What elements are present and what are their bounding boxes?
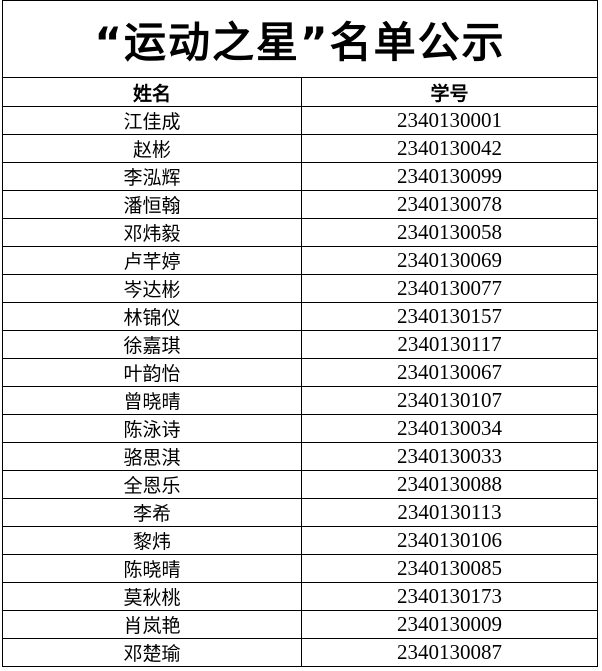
student-id: 2340130009 <box>301 610 598 639</box>
student-id: 2340130001 <box>301 106 598 135</box>
student-name: 岑达彬 <box>2 274 302 303</box>
student-id: 2340130088 <box>301 470 598 499</box>
table-row: 陈泳诗 2340130034 <box>2 414 598 443</box>
table-row: 岑达彬 2340130077 <box>2 274 598 303</box>
student-name: 肖岚艳 <box>2 610 302 639</box>
table-row: 卢芊婷 2340130069 <box>2 246 598 275</box>
student-name: 邓楚瑜 <box>2 638 302 667</box>
student-name: 陈晓晴 <box>2 554 302 583</box>
table-row: 全恩乐 2340130088 <box>2 470 598 499</box>
student-name: 江佳成 <box>2 106 302 135</box>
student-name: 卢芊婷 <box>2 246 302 275</box>
student-id: 2340130033 <box>301 442 598 471</box>
table-row: 李希 2340130113 <box>2 498 598 527</box>
student-id: 2340130117 <box>301 330 598 359</box>
student-id: 2340130087 <box>301 638 598 667</box>
student-name: 骆思淇 <box>2 442 302 471</box>
student-name: 全恩乐 <box>2 470 302 499</box>
student-id: 2340130106 <box>301 526 598 555</box>
header-name: 姓名 <box>2 77 302 107</box>
student-name: 林锦仪 <box>2 302 302 331</box>
table-row: 邓炜毅 2340130058 <box>2 218 598 247</box>
table-row: 李泓辉 2340130099 <box>2 162 598 191</box>
table-row: 徐嘉琪 2340130117 <box>2 330 598 359</box>
table-row: 潘恒翰 2340130078 <box>2 190 598 219</box>
page-title: “运动之星”名单公示 <box>2 0 598 78</box>
student-name: 李泓辉 <box>2 162 302 191</box>
table-row: 陈晓晴 2340130085 <box>2 554 598 583</box>
table-row: 骆思淇 2340130033 <box>2 442 598 471</box>
table-row: 肖岚艳 2340130009 <box>2 610 598 639</box>
header-row: 姓名 学号 <box>2 77 598 107</box>
student-id: 2340130113 <box>301 498 598 527</box>
table-row: 莫秋桃 2340130173 <box>2 582 598 611</box>
student-name: 陈泳诗 <box>2 414 302 443</box>
student-id: 2340130085 <box>301 554 598 583</box>
student-name: 叶韵怡 <box>2 358 302 387</box>
table-row: 赵彬 2340130042 <box>2 134 598 163</box>
table-row: 叶韵怡 2340130067 <box>2 358 598 387</box>
student-id: 2340130078 <box>301 190 598 219</box>
table-row: 邓楚瑜 2340130087 <box>2 638 598 667</box>
student-id: 2340130042 <box>301 134 598 163</box>
student-id: 2340130157 <box>301 302 598 331</box>
table-row: 江佳成 2340130001 <box>2 106 598 135</box>
student-name: 黎炜 <box>2 526 302 555</box>
title-row: “运动之星”名单公示 <box>2 0 598 78</box>
student-name: 李希 <box>2 498 302 527</box>
student-name: 曾晓晴 <box>2 386 302 415</box>
student-id: 2340130077 <box>301 274 598 303</box>
student-id: 2340130067 <box>301 358 598 387</box>
table-row: 林锦仪 2340130157 <box>2 302 598 331</box>
student-id: 2340130107 <box>301 386 598 415</box>
student-name: 莫秋桃 <box>2 582 302 611</box>
student-name: 邓炜毅 <box>2 218 302 247</box>
student-id: 2340130069 <box>301 246 598 275</box>
header-id: 学号 <box>301 77 598 107</box>
student-name: 赵彬 <box>2 134 302 163</box>
student-name: 徐嘉琪 <box>2 330 302 359</box>
student-id: 2340130173 <box>301 582 598 611</box>
table-row: 黎炜 2340130106 <box>2 526 598 555</box>
student-name: 潘恒翰 <box>2 190 302 219</box>
student-id: 2340130034 <box>301 414 598 443</box>
student-id: 2340130058 <box>301 218 598 247</box>
student-id: 2340130099 <box>301 162 598 191</box>
table-row: 曾晓晴 2340130107 <box>2 386 598 415</box>
